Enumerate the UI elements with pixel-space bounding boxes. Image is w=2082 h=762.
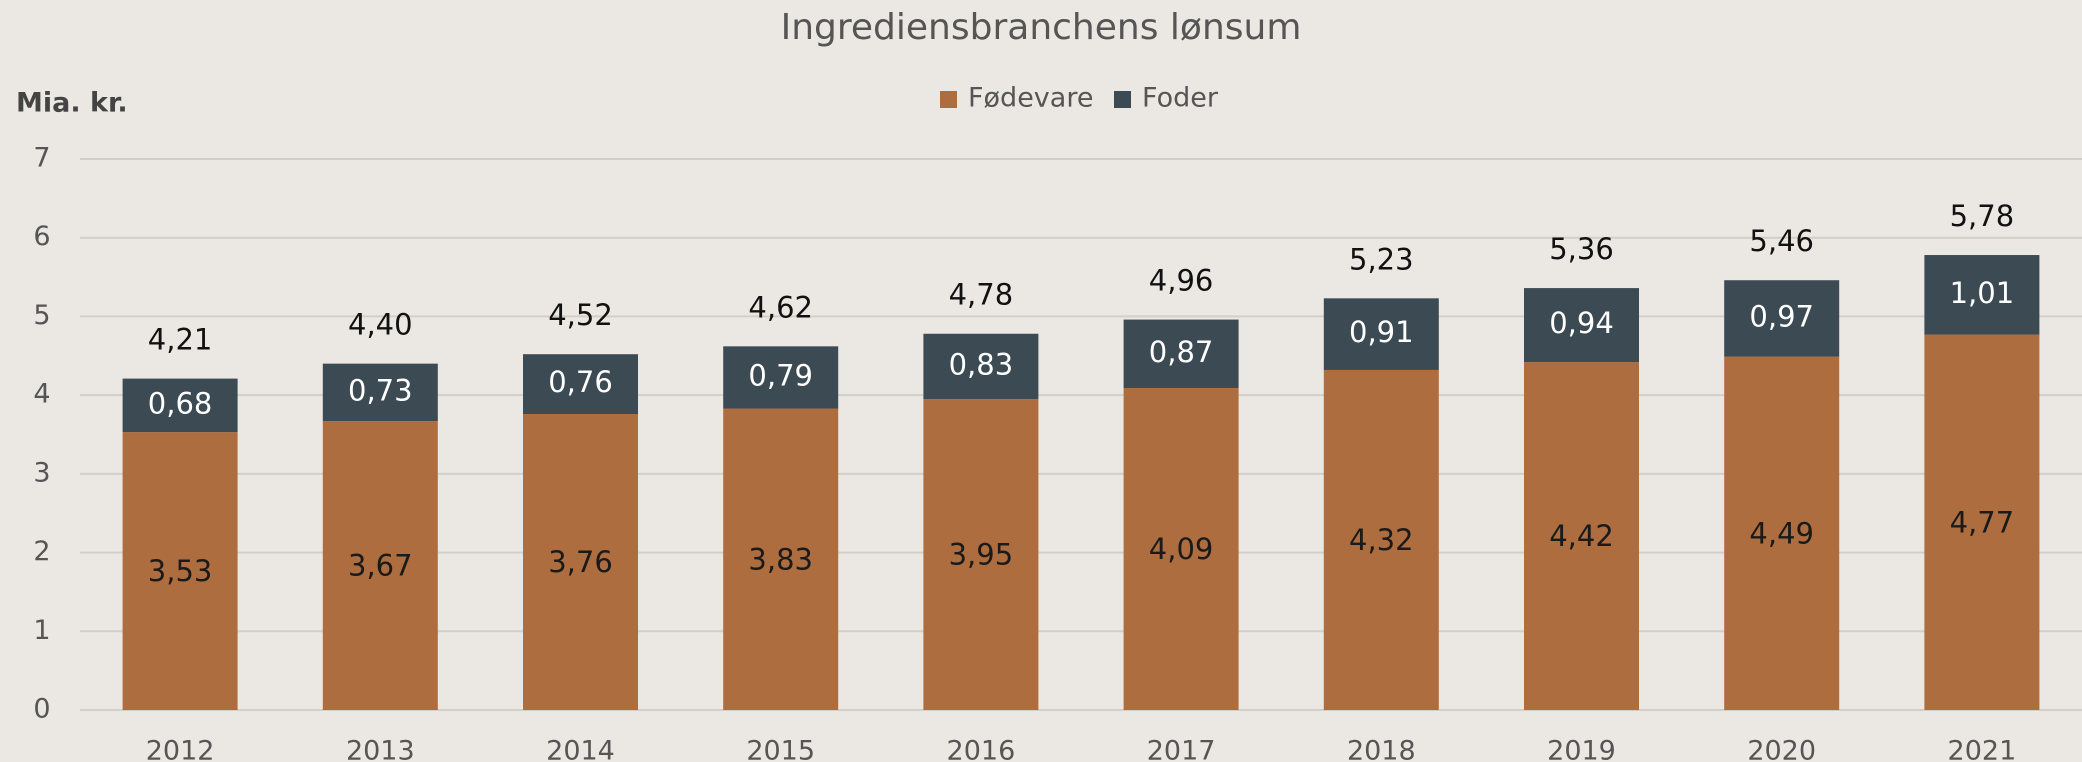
bar-segment xyxy=(1924,255,2040,335)
bar-segment xyxy=(1724,280,1840,357)
bar-segment xyxy=(322,421,438,710)
legend-label: Fødevare xyxy=(968,83,1093,114)
bar-segment xyxy=(523,354,638,415)
legend-swatch xyxy=(1114,91,1131,108)
data-label: 0,94 xyxy=(1549,306,1614,340)
bar-segment xyxy=(1724,356,1840,710)
bar-segment xyxy=(1123,388,1239,710)
x-tick-label: 2014 xyxy=(546,736,615,762)
bar-segment xyxy=(723,346,839,409)
total-label: 5,46 xyxy=(1749,224,1814,258)
bar-segment xyxy=(1323,298,1439,370)
bar-segment xyxy=(1323,369,1439,710)
y-tick-label: 2 xyxy=(33,536,50,567)
total-label: 5,23 xyxy=(1349,242,1414,276)
x-tick-label: 2016 xyxy=(947,736,1016,762)
total-label: 4,96 xyxy=(1149,264,1214,298)
data-label: 3,67 xyxy=(348,549,413,583)
legend-label: Foder xyxy=(1142,83,1219,114)
data-label: 4,77 xyxy=(1950,505,2015,539)
chart-title: Ingrediensbranchens lønsum xyxy=(781,7,1302,48)
legend-swatch xyxy=(940,91,957,108)
y-tick-label: 4 xyxy=(33,379,50,410)
x-tick-label: 2020 xyxy=(1747,736,1816,762)
data-label: 0,87 xyxy=(1149,335,1214,369)
bar-segment xyxy=(723,408,839,710)
data-label: 0,76 xyxy=(548,365,613,399)
total-label: 5,36 xyxy=(1549,232,1614,266)
x-tick-label: 2019 xyxy=(1547,736,1616,762)
bar-segment xyxy=(1524,362,1639,710)
data-label: 0,97 xyxy=(1749,299,1814,333)
bar-segment xyxy=(1524,288,1639,363)
data-label: 0,68 xyxy=(148,386,213,420)
bar-segment xyxy=(322,363,438,422)
bar-segment xyxy=(923,333,1039,400)
bar-segment xyxy=(122,432,238,710)
data-label: 0,79 xyxy=(748,358,813,392)
data-label: 4,42 xyxy=(1549,519,1614,553)
y-tick-label: 1 xyxy=(33,615,50,646)
data-label: 0,73 xyxy=(348,373,413,407)
y-tick-label: 5 xyxy=(33,300,50,331)
x-tick-label: 2015 xyxy=(746,736,815,762)
y-tick-label: 0 xyxy=(33,694,50,725)
data-label: 4,49 xyxy=(1749,516,1814,550)
data-label: 3,76 xyxy=(548,545,613,579)
y-tick-label: 6 xyxy=(33,221,50,252)
total-label: 4,62 xyxy=(748,290,813,324)
total-label: 5,78 xyxy=(1950,199,2015,233)
total-label: 4,40 xyxy=(348,308,413,342)
data-label: 0,91 xyxy=(1349,315,1414,349)
total-label: 4,21 xyxy=(148,323,213,357)
total-label: 4,52 xyxy=(548,298,613,332)
data-label: 1,01 xyxy=(1950,276,2015,310)
bar-segment xyxy=(1123,319,1239,389)
y-axis-label: Mia. kr. xyxy=(16,88,128,119)
data-label: 0,83 xyxy=(949,347,1014,381)
x-tick-label: 2018 xyxy=(1347,736,1416,762)
y-tick-label: 3 xyxy=(33,457,50,488)
data-label: 3,53 xyxy=(148,554,213,588)
data-label: 3,95 xyxy=(949,538,1014,572)
y-tick-label: 7 xyxy=(33,143,50,174)
total-label: 4,78 xyxy=(949,278,1014,312)
x-tick-label: 2017 xyxy=(1147,736,1216,762)
data-label: 3,83 xyxy=(748,542,813,576)
bar-segment xyxy=(923,399,1039,710)
bar-segment xyxy=(523,414,638,710)
x-tick-label: 2013 xyxy=(346,736,415,762)
bar-segment xyxy=(1924,334,2040,710)
data-label: 4,09 xyxy=(1149,532,1214,566)
bar-segment xyxy=(122,378,238,433)
x-tick-label: 2012 xyxy=(146,736,215,762)
x-tick-label: 2021 xyxy=(1948,736,2017,762)
data-label: 4,32 xyxy=(1349,523,1414,557)
